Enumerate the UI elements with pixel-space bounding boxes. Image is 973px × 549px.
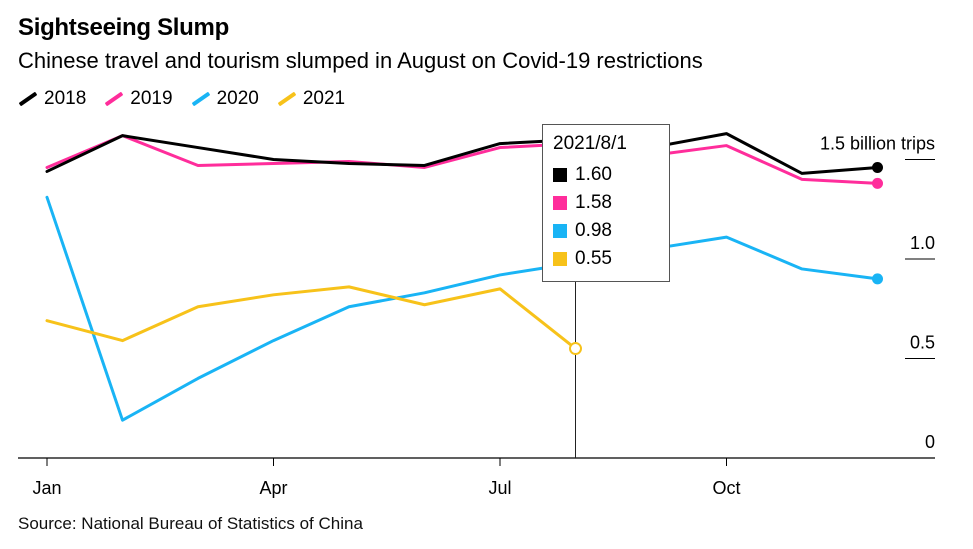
legend: 2018 2019 2020 2021 — [18, 88, 345, 110]
legend-label: 2018 — [44, 88, 87, 109]
hover-tooltip: 2021/8/1 1.60 1.58 0.98 0.55 — [542, 124, 670, 282]
tooltip-date: 2021/8/1 — [553, 133, 627, 154]
tooltip-value: 1.60 — [575, 164, 612, 185]
x-tick-label: Oct — [712, 478, 740, 498]
legend-label: 2021 — [302, 88, 346, 109]
series-end-dot-2021 — [569, 342, 582, 356]
y-tick-label: 1.0 — [910, 233, 935, 253]
tooltip-value: 0.98 — [575, 220, 612, 241]
series-end-dot-2019 — [872, 177, 883, 189]
tooltip-swatch — [553, 224, 567, 238]
legend-item-2021[interactable]: 2021 — [277, 88, 345, 110]
series-line-2019 — [45, 134, 879, 185]
tooltip-swatch — [553, 252, 567, 266]
y-tick-label: 0 — [925, 432, 935, 452]
legend-item-2020[interactable]: 2020 — [191, 88, 259, 110]
x-tick-label: Jan — [32, 478, 61, 498]
tooltip-value: 1.58 — [575, 192, 612, 213]
tooltip-row-2020: 0.98 — [553, 217, 659, 245]
tooltip-swatch — [553, 168, 567, 182]
legend-label: 2019 — [130, 88, 173, 109]
series-line-2021 — [45, 285, 577, 351]
y-tick-label: 1.5 billion trips — [820, 134, 935, 154]
y-tick-label: 0.5 — [910, 333, 935, 353]
legend-item-2018[interactable]: 2018 — [18, 88, 86, 110]
tooltip-row-2019: 1.58 — [553, 189, 659, 217]
x-tick-label: Apr — [259, 478, 287, 498]
source-note: Source: National Bureau of Statistics of… — [18, 514, 363, 533]
legend-label: 2020 — [216, 88, 259, 109]
tooltip-swatch — [553, 196, 567, 210]
series-end-dot-2018 — [872, 161, 883, 173]
chart-title: Sightseeing Slump — [18, 14, 229, 41]
series-end-dot-2020 — [872, 273, 883, 285]
legend-item-2019[interactable]: 2019 — [104, 88, 173, 110]
tooltip-row-2018: 1.60 — [553, 161, 659, 189]
tooltip-value: 0.55 — [575, 248, 612, 269]
x-tick-label: Jul — [488, 478, 511, 498]
series-line-2020 — [45, 195, 879, 422]
series-line-2018 — [45, 132, 879, 175]
chart-subtitle: Chinese travel and tourism slumped in Au… — [18, 48, 703, 73]
tooltip-row-2021: 0.55 — [553, 245, 659, 273]
